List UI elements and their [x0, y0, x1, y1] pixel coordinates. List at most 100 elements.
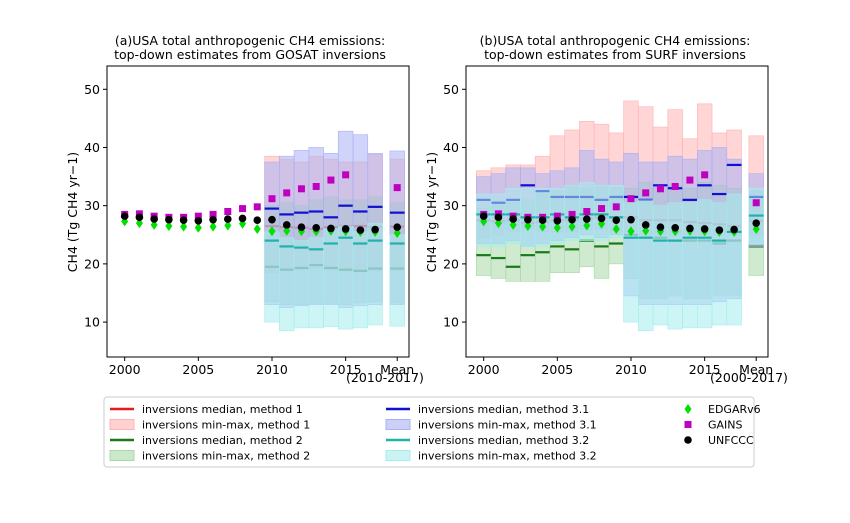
panel-b-ytick-label-10: 10 [443, 315, 459, 330]
legend-m31_rng-swatch [385, 419, 411, 430]
legend: inversions median, method 1 inversions mi… [103, 396, 761, 468]
panel-b-m32-range-2011 [638, 199, 654, 332]
panel-b-surf: 10 20 30 40 50 2000 2005 2010 2015 Mean (b)USA to… [424, 33, 788, 385]
panel-b-ytick-label-40: 40 [443, 140, 459, 155]
panel-b-unfccc-point-2004 [538, 216, 547, 225]
panel-b-edgar-point-2009 [612, 223, 620, 234]
panel-a-gains-point-2010 [268, 195, 276, 203]
panel-b-unfccc-point-2017 [730, 225, 738, 234]
panel-b-gains-point-2008 [598, 205, 606, 213]
panel-a-edgar-point-2006 [209, 221, 217, 232]
panel-a-unfccc-point-2015 [341, 225, 350, 233]
legend-m1_rng-swatch [109, 419, 135, 430]
panel-b-gains-point-2011 [642, 189, 650, 197]
panel-b-unfccc-point-2011 [641, 221, 650, 229]
panel-a-ytick-label-40: 40 [84, 140, 100, 155]
panel-a-unfccc-point-2013 [312, 223, 320, 232]
legend-frame [103, 396, 755, 468]
panel-b-title-line2: top-down estimates from SURF inversions [484, 47, 746, 62]
panel-b-xtick-label-2005: 2005 [541, 362, 573, 377]
panel-a-edgar-point-2007 [224, 220, 232, 231]
panel-b-m32-range-2013 [667, 202, 683, 330]
panel-a-gains-point-2005 [194, 212, 202, 220]
legend-unfccc-swatch [684, 436, 692, 444]
legend-m1_med-label: inversions median, method 1 [142, 403, 303, 416]
panel-a-edgar-point-2010 [268, 226, 276, 237]
panel-b-ytick-label-30: 30 [443, 198, 459, 213]
panel-a-edgar-point-2003 [165, 221, 173, 232]
panel-b-unfccc-point-2009 [612, 216, 621, 225]
panel-a-plot-area: 10 20 30 40 50 2000 2005 2010 2015 Mean [84, 65, 414, 377]
panel-b-unfccc-point-2000 [479, 212, 488, 220]
panel-b-m32-range-2008 [593, 185, 610, 241]
legend-gains-swatch [684, 421, 692, 428]
panel-b-unfccc-point-2002 [509, 215, 517, 223]
panel-a-m32-range-2013 [308, 237, 324, 329]
panel-b-ytick-label-50: 50 [443, 82, 459, 97]
panel-a-y-axis-label: CH4 (Tg CH4 yr−1) [65, 152, 80, 272]
panel-b-mean-sublabel: (2000-2017) [710, 370, 788, 385]
panel-a-gains-point-2007 [224, 208, 232, 215]
legend-m32_rng-swatch [385, 450, 411, 461]
panel-a-unfccc-point-2008 [238, 214, 247, 223]
panel-a-gains-point-2014 [327, 176, 335, 184]
panel-a-ytick-label-30: 30 [84, 198, 100, 213]
panel-b-xtick-label-2010: 2010 [615, 362, 647, 377]
panel-a-unfccc-point-2016 [356, 226, 365, 234]
panel-a-unfccc-point-2006 [209, 215, 217, 224]
panel-b-unfccc-point-2005 [553, 217, 562, 225]
panel-a-unfccc-point-2017 [371, 225, 379, 234]
panel-a-title-line1: (a)USA total anthropogenic CH4 emissions… [115, 33, 385, 48]
panel-a-m32-range-mean [389, 234, 405, 327]
panel-b-xtick-label-2000: 2000 [468, 362, 500, 377]
panel-a-unfccc-point-2010 [268, 215, 276, 224]
panel-b-edgar-point-2010 [627, 226, 635, 237]
panel-a-mean-sublabel: (2010-2017) [346, 370, 424, 385]
legend-m31_rng-label: inversions min-max, method 3.1 [418, 419, 597, 432]
panel-b-unfccc-point-2001 [494, 213, 503, 222]
panel-a-unfccc-point-2004 [179, 216, 188, 225]
panel-a-title-line2: top-down estimates from GOSAT inversions [114, 47, 386, 62]
panel-a-xtick-label-2005: 2005 [182, 362, 214, 377]
legend-m1_rng-label: inversions min-max, method 1 [142, 419, 310, 432]
panel-b-edgar-point-2007 [583, 220, 591, 231]
panel-a-unfccc-point-2012 [297, 223, 306, 232]
panel-b-unfccc-point-mean [752, 219, 761, 227]
panel-a-gains-point-2009 [253, 203, 261, 211]
panel-b-gains-point-2006 [568, 210, 576, 218]
panel-b-gains-point-2013 [671, 182, 679, 190]
panel-b-unfccc-point-2016 [715, 226, 724, 234]
panel-b-edgar-point-2006 [568, 221, 576, 232]
panel-a-m32-range-2010 [264, 231, 280, 323]
panel-a-m32-range-2012 [293, 240, 310, 329]
panel-b-ytick-label-20: 20 [443, 256, 459, 271]
panel-a-edgar-point-2004 [180, 221, 188, 232]
panel-b-title-line1: (b)USA total anthropogenic CH4 emissions… [480, 33, 751, 48]
panel-b-gains-point-2015 [701, 171, 709, 179]
panel-a-ytick-label-20: 20 [84, 256, 100, 271]
panel-b-m32-range-2016 [711, 202, 728, 326]
panel-b-plot-area: 10 20 30 40 50 2000 2005 2010 2015 Mean [443, 65, 773, 377]
panel-a-edgar-point-2005 [194, 222, 202, 233]
panel-b-m32-range-2015 [696, 199, 713, 329]
panel-b-unfccc-point-2012 [656, 223, 665, 232]
panel-a-m32-range-2017 [367, 222, 383, 326]
panel-a-xtick-label-2015: 2015 [330, 362, 362, 377]
legend-edgar-label: EDGARv6 [708, 403, 761, 416]
panel-b-m32-range-2014 [682, 202, 698, 329]
panel-a-ytick-label-50: 50 [84, 82, 100, 97]
legend-m2_med-label: inversions median, method 2 [142, 434, 303, 447]
panel-a-unfccc-point-2011 [282, 221, 291, 229]
panel-b-xtick-label-Mean: Mean [739, 362, 773, 377]
panel-b-edgar-point-2004 [539, 221, 547, 232]
panel-a-m32-range-2015 [337, 225, 354, 330]
panel-a-m32-range-2011 [279, 237, 295, 332]
panel-b-gains-point-mean [752, 199, 760, 207]
panel-a-gosat: 10 20 30 40 50 2000 2005 2010 2015 Mean (a)USA to… [65, 33, 424, 385]
panel-b-gains-point-2009 [612, 203, 620, 211]
panel-b-edgar-point-2003 [524, 221, 532, 232]
panel-b-edgar-point-2005 [553, 222, 561, 233]
panel-a-unfccc-point-2014 [327, 224, 335, 233]
panel-a-xtick-label-2010: 2010 [256, 362, 288, 377]
panel-b-gains-point-2005 [553, 212, 561, 220]
